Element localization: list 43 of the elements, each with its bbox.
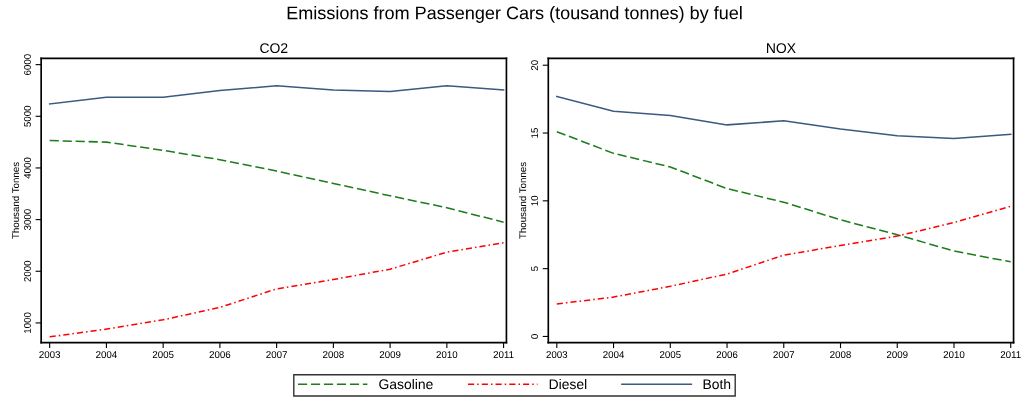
y-tick-label: 6000 [24, 54, 31, 75]
y-tick-label: 0 [531, 334, 539, 339]
x-tick-label: 2011 [493, 351, 514, 359]
x-tick-label: 2003 [546, 351, 568, 359]
y-tick-label: 5 [531, 266, 539, 271]
x-tick-label: 2006 [209, 351, 231, 359]
legend-label: Gasoline [379, 378, 433, 390]
y-tick-label: 2000 [24, 260, 31, 282]
chart-title: NOX [767, 43, 796, 54]
y-tick-label: 3000 [24, 209, 31, 231]
x-tick-label: 2010 [943, 351, 965, 359]
x-tick-label: 2004 [603, 351, 625, 359]
x-tick-label: 2008 [323, 351, 344, 359]
x-tick-label: 2008 [830, 351, 851, 359]
line-series [556, 205, 1012, 305]
x-tick-label: 2003 [39, 351, 61, 359]
x-tick-label: 2004 [96, 351, 117, 359]
y-tick-label: 4000 [24, 157, 31, 179]
legend-label: Both [703, 378, 731, 390]
line-series [48, 242, 505, 338]
y-axis-title: Thousand Tonnes [519, 162, 527, 239]
x-tick-label: 2007 [773, 351, 795, 359]
line-series [48, 139, 505, 223]
x-tick-label: 2005 [659, 351, 681, 359]
x-tick-label: 2009 [379, 351, 401, 359]
x-tick-label: 2007 [266, 351, 287, 359]
y-tick-label: 15 [531, 128, 539, 138]
x-tick-label: 2009 [886, 351, 908, 359]
y-axis-title: Thousand Tonnes [11, 162, 20, 239]
y-tick-label: 10 [531, 195, 539, 206]
line-series [556, 130, 1012, 263]
y-tick-label: 20 [531, 60, 539, 71]
x-tick-label: 2006 [716, 351, 738, 359]
x-tick-label: 2005 [152, 351, 174, 359]
chart-title: CO2 [260, 43, 288, 54]
y-tick-label: 5000 [24, 105, 31, 127]
line-series [556, 95, 1012, 140]
y-tick-label: 1000 [24, 312, 31, 333]
x-tick-label: 2010 [436, 351, 458, 359]
text: Emissions from Passenger Cars (tousand tonnes) by fuel [287, 6, 742, 23]
x-tick-label: 2011 [1000, 351, 1021, 359]
line-series [48, 85, 505, 105]
legend-label: Diesel [549, 378, 587, 390]
